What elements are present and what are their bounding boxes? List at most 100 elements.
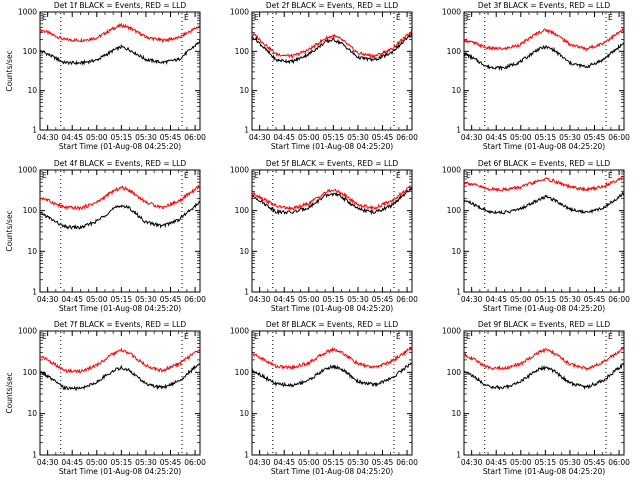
chart-panel-1: Det 1f BLACK = Events, RED = LLD 1 10 100 10… bbox=[5, 1, 206, 151]
y-tick-label: 100 bbox=[235, 47, 250, 56]
x-tick-label: 06:00 bbox=[608, 133, 630, 142]
x-tick-label: 05:15 bbox=[535, 133, 557, 142]
x-tick-label: 04:45 bbox=[485, 133, 507, 142]
e-marker-label: E bbox=[396, 171, 401, 180]
lld-series-line bbox=[251, 28, 413, 60]
x-tick-label: 04:45 bbox=[61, 133, 83, 142]
y-tick-label: 1000 bbox=[442, 166, 461, 175]
x-tick-label: 05:30 bbox=[135, 133, 157, 142]
x-tick-label: 05:00 bbox=[510, 458, 532, 467]
lld-series-line bbox=[463, 347, 625, 372]
lld-series-line bbox=[39, 184, 201, 212]
x-tick-label: 05:15 bbox=[323, 458, 345, 467]
y-tick-label: 100 bbox=[447, 368, 462, 377]
x-tick-label: 05:45 bbox=[584, 458, 606, 467]
x-tick-label: 06:00 bbox=[396, 458, 418, 467]
events-series-line bbox=[251, 362, 412, 388]
x-axis-label: Start Time (01-Aug-08 04:25:20) bbox=[271, 304, 393, 313]
x-tick-label: 06:00 bbox=[184, 295, 206, 304]
e-marker-label: E bbox=[42, 13, 47, 22]
x-tick-label: 04:45 bbox=[273, 458, 295, 467]
y-tick-label: 1000 bbox=[230, 166, 249, 175]
y-tick-label: 1000 bbox=[442, 327, 461, 336]
x-tick-label: 05:15 bbox=[535, 458, 557, 467]
e-marker-label: E bbox=[608, 332, 613, 341]
x-tick-label: 06:00 bbox=[608, 295, 630, 304]
x-tick-label: 05:15 bbox=[111, 133, 133, 142]
chart-title: Det 3f BLACK = Events, RED = LLD bbox=[478, 1, 611, 10]
x-axis-label: Start Time (01-Aug-08 04:25:20) bbox=[59, 467, 181, 476]
x-tick-label: 05:15 bbox=[111, 458, 133, 467]
x-tick-label: 04:45 bbox=[273, 295, 295, 304]
events-series-line bbox=[39, 200, 201, 230]
y-axis-label: Counts/sec bbox=[5, 210, 14, 251]
x-tick-label: 04:30 bbox=[461, 133, 483, 142]
x-tick-label: 05:30 bbox=[135, 458, 157, 467]
x-axis-label: Start Time (01-Aug-08 04:25:20) bbox=[59, 142, 181, 151]
y-tick-label: 10 bbox=[27, 86, 37, 95]
e-marker-label: E bbox=[396, 13, 401, 22]
y-tick-label: 10 bbox=[451, 409, 461, 418]
e-marker-label: E bbox=[396, 332, 401, 341]
x-tick-label: 05:00 bbox=[86, 133, 108, 142]
plot-frame bbox=[251, 169, 413, 293]
y-tick-label: 1000 bbox=[442, 8, 461, 17]
x-tick-label: 05:30 bbox=[347, 133, 369, 142]
events-series-line bbox=[463, 191, 625, 215]
x-tick-label: 05:30 bbox=[347, 295, 369, 304]
x-tick-label: 05:30 bbox=[347, 458, 369, 467]
chart-title: Det 2f BLACK = Events, RED = LLD bbox=[266, 1, 399, 10]
x-tick-label: 05:00 bbox=[86, 458, 108, 467]
x-tick-label: 04:45 bbox=[485, 295, 507, 304]
lld-series-line bbox=[39, 347, 201, 374]
x-tick-label: 05:00 bbox=[510, 295, 532, 304]
e-marker-label: E bbox=[466, 171, 471, 180]
chart-title: Det 1f BLACK = Events, RED = LLD bbox=[54, 1, 187, 10]
chart-panel-2: Det 2f BLACK = Events, RED = LLD 1 10 100 10… bbox=[230, 1, 418, 151]
x-tick-label: 06:00 bbox=[396, 133, 418, 142]
x-axis-label: Start Time (01-Aug-08 04:25:20) bbox=[59, 304, 181, 313]
plot-frame bbox=[251, 11, 413, 131]
x-tick-label: 06:00 bbox=[608, 458, 630, 467]
x-tick-label: 05:45 bbox=[584, 133, 606, 142]
x-tick-label: 04:45 bbox=[485, 458, 507, 467]
x-tick-label: 05:15 bbox=[535, 295, 557, 304]
lld-series-line bbox=[251, 346, 413, 371]
y-tick-label: 1 bbox=[32, 126, 37, 135]
x-tick-label: 05:15 bbox=[323, 295, 345, 304]
chart-panel-9: Det 9f BLACK = Events, RED = LLD 1 10 100 10… bbox=[442, 320, 630, 476]
x-axis-label: Start Time (01-Aug-08 04:25:20) bbox=[483, 467, 605, 476]
e-marker-label: E bbox=[608, 171, 613, 180]
plot-frame bbox=[39, 169, 201, 293]
y-tick-label: 10 bbox=[27, 409, 37, 418]
x-tick-label: 05:30 bbox=[559, 295, 581, 304]
x-tick-label: 04:30 bbox=[249, 458, 271, 467]
chart-title: Det 7f BLACK = Events, RED = LLD bbox=[54, 320, 187, 329]
x-tick-label: 04:30 bbox=[37, 133, 59, 142]
x-axis-label: Start Time (01-Aug-08 04:25:20) bbox=[483, 142, 605, 151]
x-tick-label: 05:45 bbox=[160, 133, 182, 142]
x-tick-label: 05:00 bbox=[298, 295, 320, 304]
y-tick-label: 1000 bbox=[18, 327, 37, 336]
x-tick-label: 04:30 bbox=[461, 295, 483, 304]
e-marker-label: E bbox=[42, 171, 47, 180]
x-tick-label: 05:45 bbox=[372, 458, 394, 467]
x-tick-label: 05:45 bbox=[584, 295, 606, 304]
x-tick-label: 04:30 bbox=[249, 295, 271, 304]
x-tick-label: 05:00 bbox=[298, 133, 320, 142]
x-tick-label: 04:30 bbox=[461, 458, 483, 467]
x-tick-label: 05:30 bbox=[559, 458, 581, 467]
y-tick-label: 1000 bbox=[230, 327, 249, 336]
plot-frame bbox=[251, 330, 413, 456]
events-series-line bbox=[463, 42, 625, 72]
chart-panel-3: Det 3f BLACK = Events, RED = LLD 1 10 100 10… bbox=[442, 1, 630, 151]
lld-series-line bbox=[251, 185, 413, 212]
y-tick-label: 100 bbox=[235, 206, 250, 215]
e-marker-label: E bbox=[466, 332, 471, 341]
e-marker-label: E bbox=[608, 13, 613, 22]
y-tick-label: 1 bbox=[456, 288, 461, 297]
plot-frame bbox=[39, 11, 201, 131]
e-marker-label: E bbox=[42, 332, 47, 341]
x-tick-label: 05:45 bbox=[160, 295, 182, 304]
